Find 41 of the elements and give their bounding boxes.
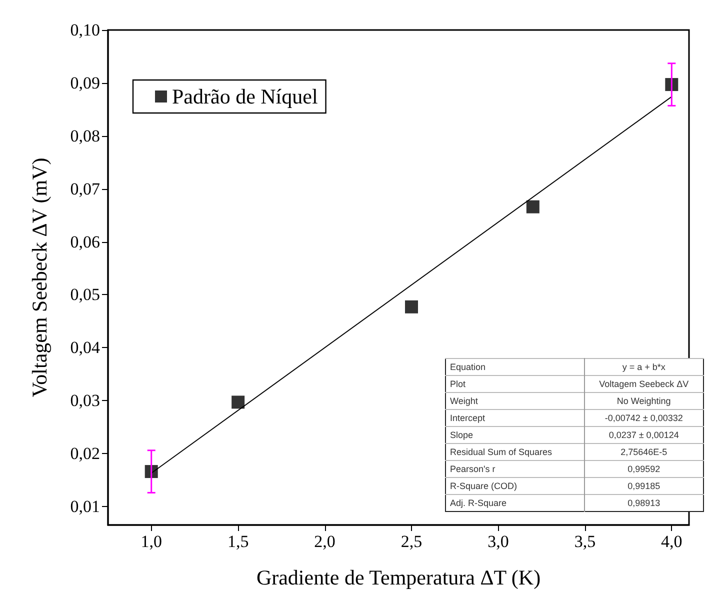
annotation: Slope (446, 426, 584, 444)
x-tick-label: 2,5 (400, 532, 422, 551)
y-tick-label: 0,05 (70, 285, 100, 304)
annotation: 0,0237 ± 0,00124 (584, 426, 704, 444)
x-tick-label: 4,0 (661, 532, 682, 551)
y-tick-label: 0,10 (70, 20, 100, 40)
annotation: Adj. R-Square (446, 494, 584, 512)
y-tick-label: 0,06 (70, 232, 100, 252)
x-tick-label: 2,0 (314, 532, 336, 551)
point (405, 300, 418, 314)
legend-label: Padrão de Níquel (172, 84, 318, 108)
x-tick-label: 1,5 (227, 532, 249, 551)
annotation: 2,75646E-5 (584, 444, 704, 460)
annotation: Residual Sum of Squares (446, 444, 584, 460)
y-tick-label: 0,04 (70, 338, 100, 358)
annotation: No Weighting (584, 392, 704, 410)
annotation: Plot (446, 376, 584, 392)
annotation: Equation (446, 358, 584, 376)
y-tick-label: 0,02 (70, 444, 100, 464)
x-tick-label: 3,0 (488, 532, 509, 551)
annotation: Intercept (446, 410, 584, 426)
y-tick-label: 0,01 (70, 496, 100, 516)
annotation: -0,00742 ± 0,00332 (584, 410, 704, 426)
y-axis-title: Voltagem Seebeck ΔV (mV) (28, 158, 52, 398)
annotation: Voltagem Seebeck ΔV (584, 376, 704, 392)
annotation: Weight (446, 392, 584, 410)
y-tick-label: 0,09 (70, 73, 100, 92)
point (232, 396, 245, 409)
annotation: R-Square (COD) (446, 478, 584, 494)
annotation: y = a + b*x (584, 358, 704, 376)
annotation: 0,99592 (584, 460, 704, 478)
x-tick-label: 3,5 (574, 532, 596, 551)
annotation: 0,98913 (584, 494, 704, 512)
y-tick-label: 0,08 (70, 126, 100, 146)
annotation: Pearson's r (446, 460, 584, 478)
y-tick-label: 0,03 (70, 391, 100, 410)
point (526, 200, 540, 214)
x-tick-label: 1,0 (140, 532, 162, 551)
annotation: 0,99185 (584, 478, 704, 494)
y-tick-label: 0,07 (70, 179, 100, 198)
x-axis-title: Gradiente de Temperatura ΔT (K) (256, 566, 541, 590)
